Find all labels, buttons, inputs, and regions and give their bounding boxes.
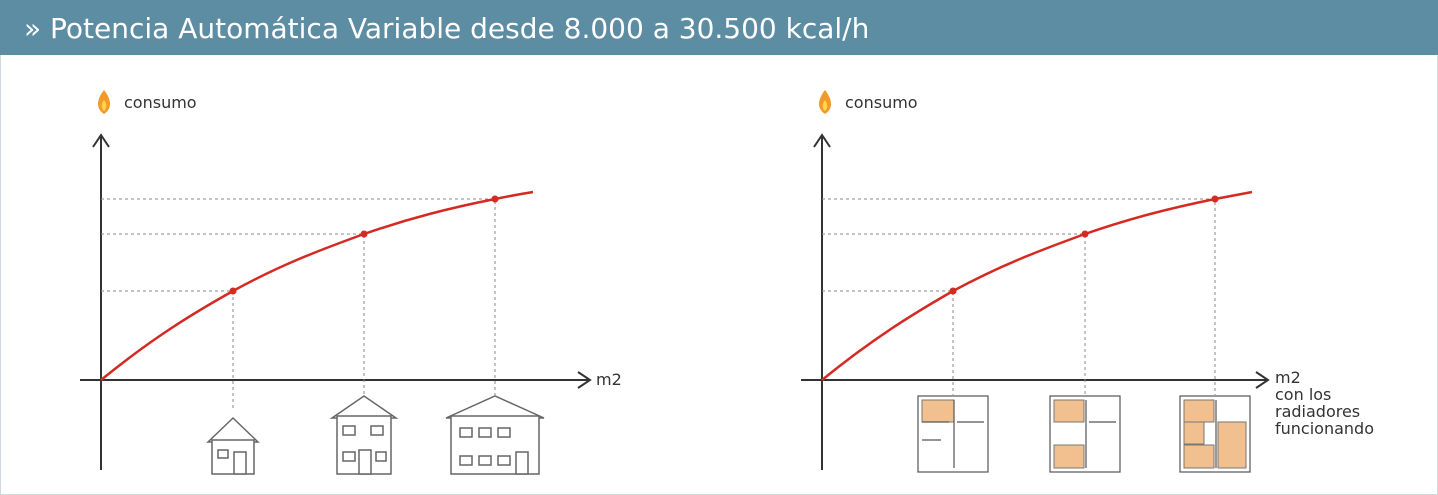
point <box>229 287 237 295</box>
point <box>491 195 499 203</box>
x-axis <box>801 371 1270 389</box>
point <box>1211 195 1219 203</box>
flame-core <box>101 100 107 111</box>
x-axis-label: m2 con los radiadores funcionando <box>1275 368 1374 438</box>
flame-core <box>822 100 828 111</box>
y-axis <box>813 133 831 470</box>
x-label-line: m2 <box>1275 368 1301 387</box>
x-axis <box>80 371 592 389</box>
x-axis-label: m2 <box>596 370 622 389</box>
plan-large <box>1179 395 1251 473</box>
plan-medium <box>1049 395 1121 473</box>
house-medium <box>329 395 399 475</box>
x-label-line: m2 <box>596 370 622 389</box>
point <box>360 230 368 238</box>
panel-left: consumo m2 <box>80 90 622 475</box>
point <box>1081 230 1089 238</box>
panel-right: consumo m2 con los radiadores funcionand… <box>801 90 1374 473</box>
y-axis <box>92 133 110 470</box>
point <box>949 287 957 295</box>
x-label-line: funcionando <box>1275 419 1374 438</box>
y-axis-label: consumo <box>845 93 918 112</box>
x-label-line: con los <box>1275 385 1331 404</box>
header-bar <box>0 0 1438 55</box>
house-small <box>206 416 260 475</box>
y-axis-label: consumo <box>124 93 197 112</box>
house-large <box>445 395 545 475</box>
plan-small <box>917 395 989 473</box>
header-title: » Potencia Automática Variable desde 8.0… <box>24 12 869 45</box>
x-label-line: radiadores <box>1275 402 1360 421</box>
